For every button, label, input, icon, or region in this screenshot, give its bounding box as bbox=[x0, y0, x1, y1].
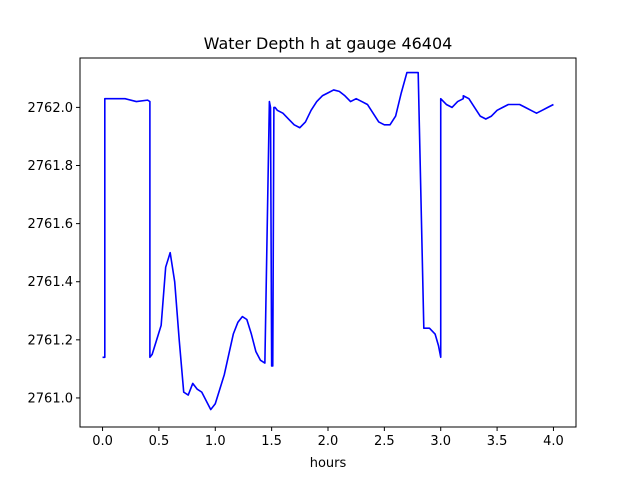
x-tick-label: 2.5 bbox=[374, 434, 395, 449]
x-tick-label: 0.0 bbox=[92, 434, 113, 449]
chart-title: Water Depth h at gauge 46404 bbox=[204, 34, 453, 53]
x-axis-label: hours bbox=[310, 456, 347, 471]
x-tick-label: 3.0 bbox=[430, 434, 451, 449]
y-tick-label: 2761.4 bbox=[28, 275, 74, 290]
y-tick-label: 2762.0 bbox=[28, 101, 74, 116]
x-tick-label: 3.5 bbox=[487, 434, 508, 449]
y-tick-label: 2761.8 bbox=[28, 159, 74, 174]
x-tick-label: 1.0 bbox=[205, 434, 226, 449]
x-axis-ticks: 0.0 0.5 1.0 1.5 2.0 2.5 3.0 3.5 4.0 bbox=[92, 427, 564, 449]
series-line-0 bbox=[102, 71, 554, 411]
x-tick-label: 1.5 bbox=[261, 434, 282, 449]
x-tick-label: 0.5 bbox=[149, 434, 170, 449]
y-tick-label: 2761.2 bbox=[28, 333, 74, 348]
y-tick-label: 2761.6 bbox=[28, 217, 74, 232]
x-tick-label: 4.0 bbox=[543, 434, 564, 449]
y-axis-ticks: 2761.0 2761.2 2761.4 2761.6 2761.8 2762.0 bbox=[28, 101, 80, 406]
x-tick-label: 2.0 bbox=[318, 434, 339, 449]
y-tick-label: 2761.0 bbox=[28, 391, 74, 406]
